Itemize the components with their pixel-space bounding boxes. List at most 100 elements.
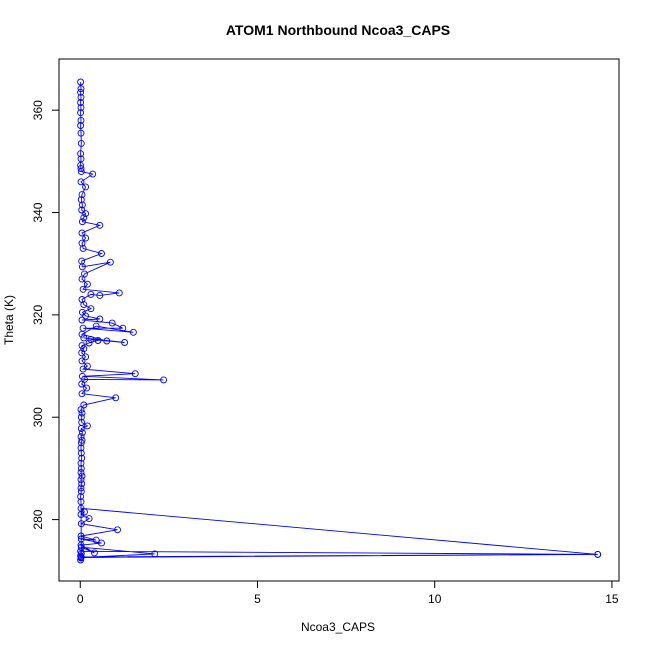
data-point: [77, 99, 85, 106]
data-point: [77, 444, 85, 452]
data-point: [106, 258, 114, 266]
data-point: [80, 334, 88, 342]
data-point: [78, 372, 86, 380]
data-point: [114, 526, 121, 534]
data-point: [81, 508, 88, 516]
data-point: [119, 324, 127, 332]
data-point: [77, 532, 85, 540]
data-point: [87, 290, 95, 298]
data-point: [77, 104, 85, 112]
x-tick-label: 15: [605, 592, 619, 606]
data-point: [78, 357, 86, 365]
data-point: [77, 493, 85, 501]
data-point: [87, 305, 95, 313]
data-point: [77, 459, 85, 467]
y-axis-label: Theta (K): [2, 295, 16, 345]
data-point: [89, 170, 97, 178]
data-point: [78, 229, 86, 237]
data-point: [115, 289, 123, 297]
data-point: [77, 476, 85, 484]
data-point: [77, 165, 85, 172]
data-point: [129, 328, 137, 336]
data-point: [82, 210, 90, 218]
data-point: [78, 316, 86, 324]
data-point: [594, 550, 602, 558]
data-point: [83, 384, 91, 392]
data-point: [77, 150, 85, 158]
data-point: [77, 535, 85, 543]
data-point: [79, 244, 87, 252]
y-tick-label: 320: [31, 305, 45, 325]
data-point: [90, 549, 98, 557]
data-point: [77, 93, 85, 101]
data-point: [121, 339, 129, 346]
data-point: [78, 472, 86, 480]
data-point: [85, 339, 93, 347]
data-point: [78, 191, 86, 199]
data-point: [78, 257, 86, 265]
data-point: [77, 413, 85, 421]
data-point: [78, 239, 86, 247]
data-point: [77, 487, 85, 495]
data-point: [80, 214, 88, 222]
data-point: [81, 270, 88, 278]
data-point: [77, 498, 85, 506]
data-point: [77, 178, 85, 186]
x-tick-label: 0: [77, 592, 84, 606]
chart-title: ATOM1 Northbound Ncoa3_CAPS: [226, 22, 450, 38]
data-point: [87, 335, 95, 343]
data-point: [77, 139, 85, 147]
data-point: [160, 376, 168, 384]
data-point: [77, 449, 85, 457]
plot-frame: [58, 58, 620, 582]
data-point: [108, 319, 116, 327]
data-point: [98, 539, 105, 547]
data-point: [77, 484, 85, 492]
data-point: [82, 353, 90, 361]
data-point: [78, 342, 86, 350]
data-point: [77, 155, 85, 163]
data-point: [96, 221, 104, 229]
data-point: [82, 234, 90, 242]
data-point: [79, 324, 87, 332]
x-tick-label: 5: [254, 592, 261, 606]
data-point: [83, 362, 91, 370]
data-point: [96, 315, 104, 323]
data-point: [80, 401, 88, 409]
data-point: [78, 218, 86, 226]
y-tick-label: 300: [31, 407, 45, 427]
data-point: [78, 418, 86, 426]
y-axis: 280 300 320 340 360: [31, 100, 60, 530]
y-tick-label: 340: [31, 202, 45, 222]
data-point: [78, 390, 86, 398]
data-point: [112, 394, 120, 402]
data-point: [103, 337, 111, 345]
y-tick-label: 280: [31, 509, 45, 529]
x-axis: 0 5 10 15: [77, 580, 619, 606]
data-point: [83, 422, 91, 430]
data-point: [77, 196, 85, 204]
data-point: [78, 308, 86, 316]
x-tick-label: 10: [428, 592, 442, 606]
data-point: [77, 553, 85, 561]
series-layer: [77, 78, 602, 564]
data-point: [78, 206, 86, 214]
data-point: [151, 550, 159, 558]
data-point: [77, 504, 85, 512]
data-point: [92, 536, 100, 544]
data-point: [78, 436, 86, 444]
series-line: [79, 81, 598, 561]
x-axis-label: Ncoa3_CAPS: [301, 620, 375, 634]
data-point: [79, 285, 87, 293]
data-point: [96, 291, 104, 299]
y-tick-label: 360: [31, 100, 45, 120]
data-point: [85, 515, 93, 523]
data-point: [77, 78, 85, 86]
data-point: [78, 296, 86, 303]
data-point: [83, 280, 91, 288]
data-point: [77, 161, 85, 169]
data-point: [78, 409, 86, 417]
data-point: [78, 201, 86, 209]
data-point: [77, 85, 85, 93]
